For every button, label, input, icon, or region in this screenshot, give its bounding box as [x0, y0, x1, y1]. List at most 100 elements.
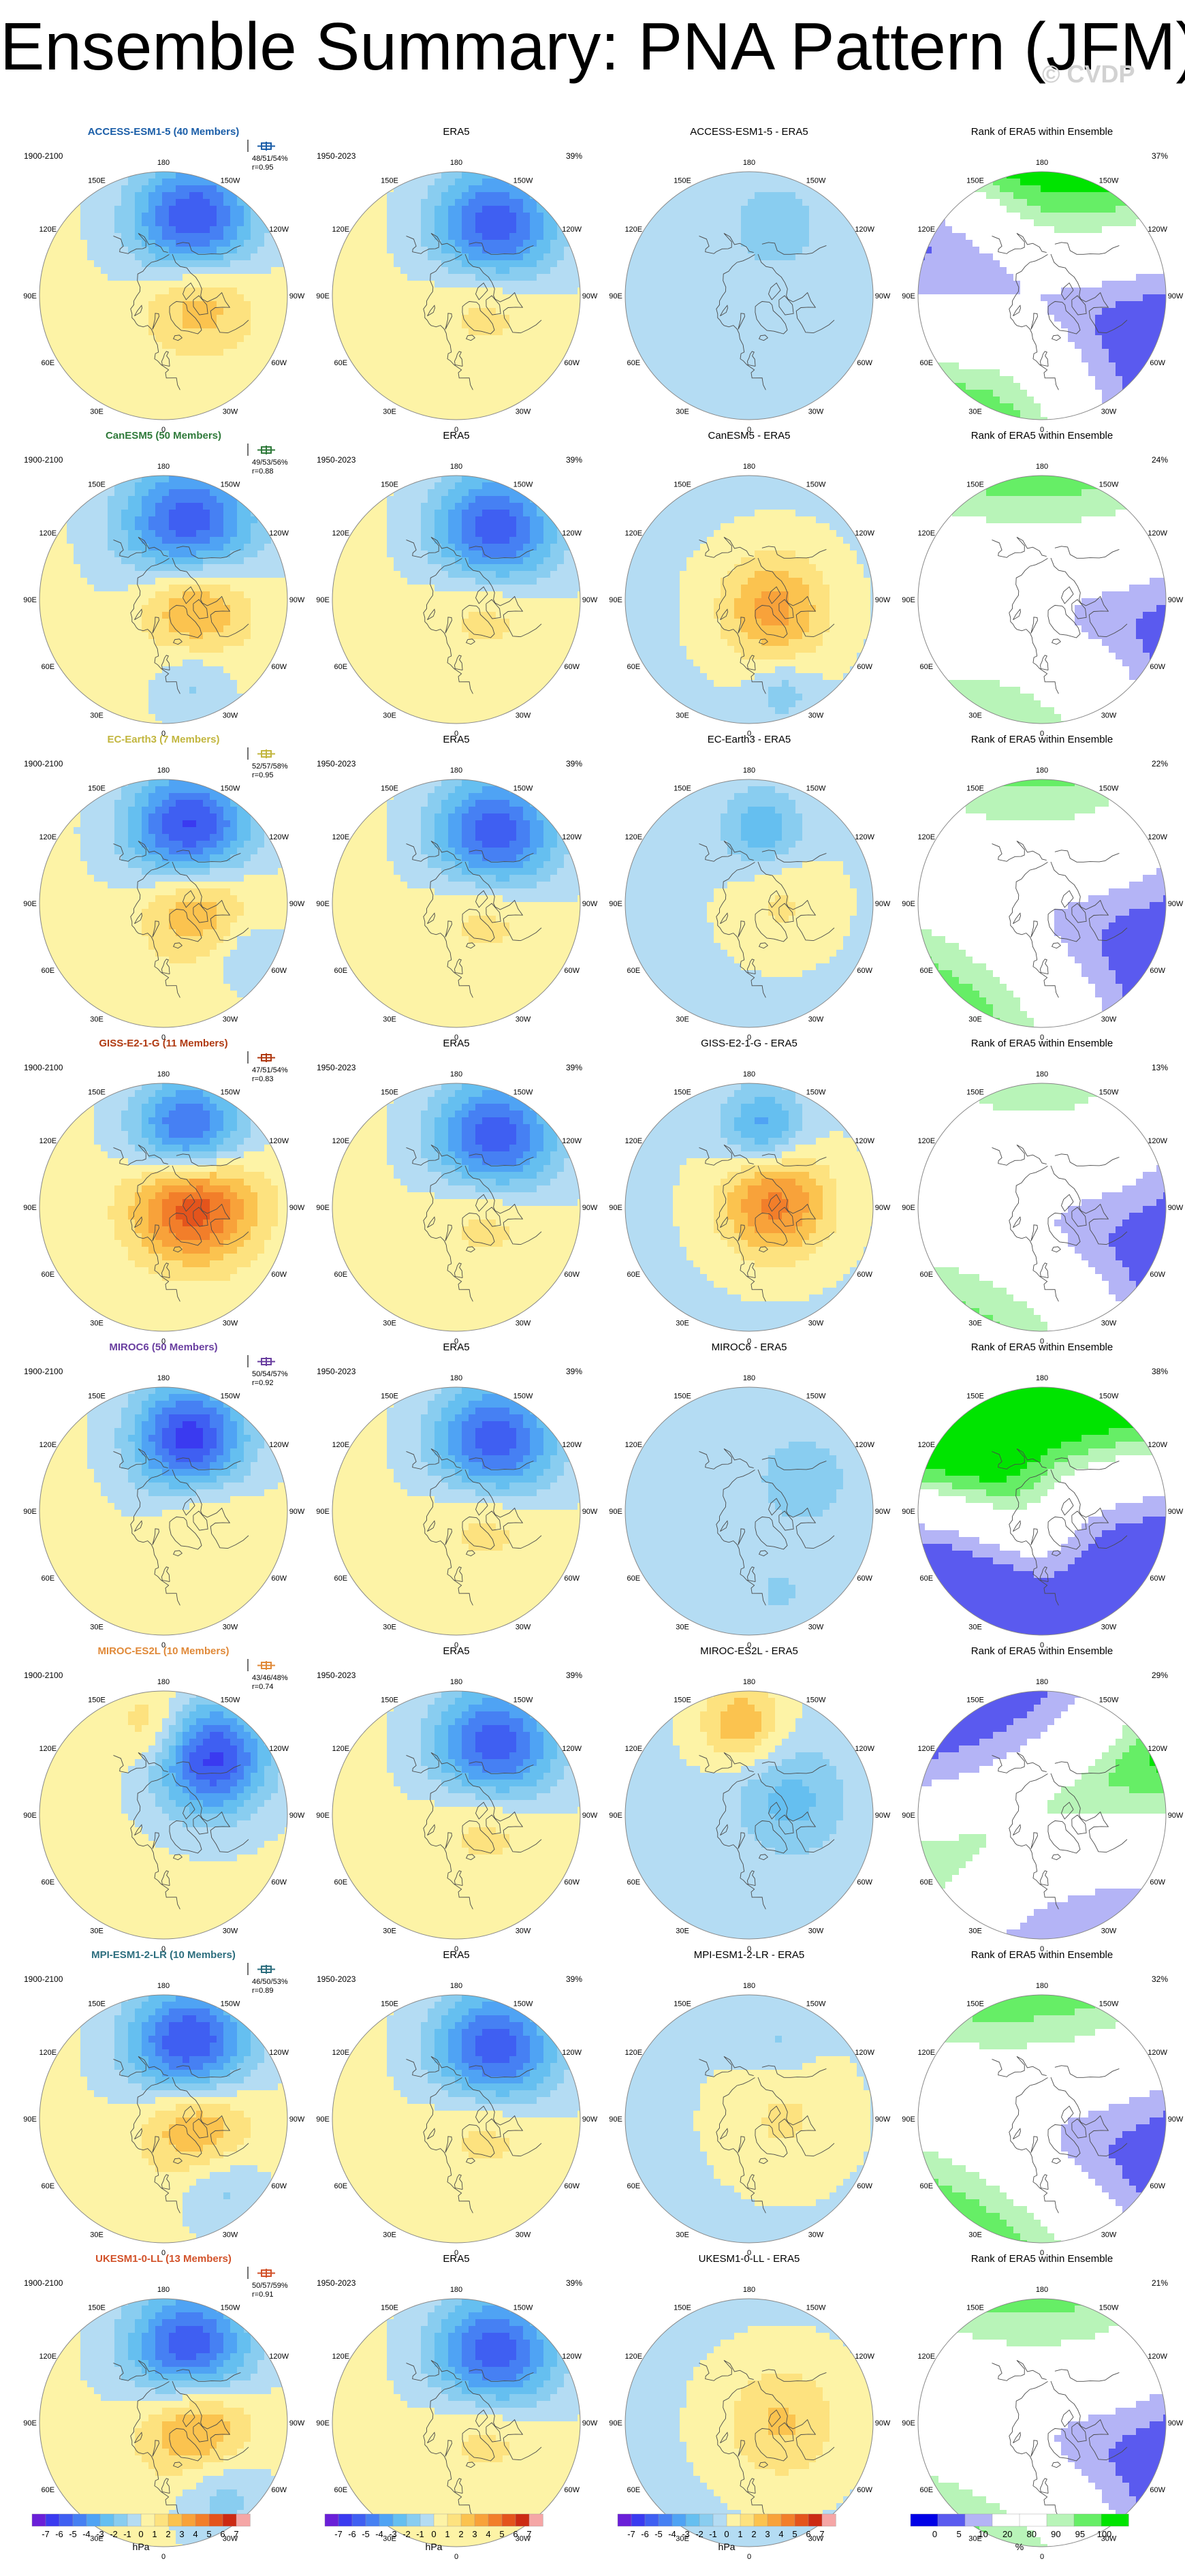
lon-label: 90W — [1168, 1204, 1184, 1212]
lon-label: 90W — [875, 596, 891, 604]
lon-label: 60W — [1150, 359, 1165, 367]
colorbar-tick: -3 — [96, 2529, 104, 2539]
lon-label: 90E — [609, 292, 622, 300]
lon-label: 180 — [743, 1982, 755, 1990]
lon-label: 60W — [271, 2486, 287, 2494]
lon-label: 120E — [625, 833, 642, 841]
lon-label: 60W — [857, 359, 872, 367]
colorbar-swatch — [352, 2514, 366, 2526]
lon-label: 30W — [1101, 2231, 1117, 2239]
lon-label: 120E — [625, 1745, 642, 1753]
lon-label: 180 — [157, 1982, 170, 1990]
lon-label: 90W — [1168, 2115, 1184, 2124]
lon-label: 90W — [1168, 292, 1184, 300]
lon-label: 120W — [855, 2049, 874, 2057]
lon-label: 30W — [516, 2231, 531, 2239]
lon-label: 60E — [920, 359, 934, 367]
lon-label: 120E — [332, 1441, 349, 1449]
lon-label: 150W — [221, 1696, 240, 1704]
lon-label: 60E — [334, 1574, 348, 1583]
lon-label: 180 — [450, 1982, 462, 1990]
lon-label: 180 — [1036, 159, 1048, 167]
lon-label: 30E — [90, 1016, 104, 1024]
colorbar-tick: 1 — [445, 2529, 449, 2539]
colorbar-swatch — [1020, 2514, 1047, 2526]
lon-label: 120E — [625, 2049, 642, 2057]
lon-label: 30E — [968, 712, 982, 720]
lon-label: 120E — [917, 2353, 935, 2361]
colorbar-tick: -2 — [695, 2529, 704, 2539]
lon-label: 90E — [902, 292, 915, 300]
lon-label: 60E — [627, 1574, 641, 1583]
lon-label: 60E — [627, 1271, 641, 1279]
lon-label: 30W — [1101, 1016, 1117, 1024]
lon-label: 60W — [564, 967, 580, 975]
colorbar-swatch — [911, 2514, 938, 2526]
colorbar-swatch — [325, 2514, 338, 2526]
lon-label: 180 — [1036, 1678, 1048, 1686]
lon-label: 60E — [334, 2182, 348, 2190]
lon-label: 120W — [1148, 1441, 1167, 1449]
lon-label: 90W — [582, 1508, 598, 1516]
lon-label: 150W — [221, 784, 240, 792]
colorbar-tick: -3 — [682, 2529, 690, 2539]
lon-label: 180 — [450, 1374, 462, 1382]
lon-label: 180 — [450, 766, 462, 775]
colorbar-tick: -6 — [641, 2529, 649, 2539]
lon-label: 120W — [269, 1137, 289, 1145]
lon-label: 180 — [743, 1374, 755, 1382]
lon-label: 60E — [334, 967, 348, 975]
colorbar-swatch — [754, 2514, 768, 2526]
colorbar-swatch — [529, 2514, 543, 2526]
lon-label: 150W — [806, 2000, 826, 2008]
lon-label: 90E — [23, 1204, 37, 1212]
lon-label: 120W — [562, 226, 582, 234]
lon-label: 120E — [625, 1137, 642, 1145]
colorbar-swatch — [86, 2514, 100, 2526]
lon-label: 60E — [42, 1574, 55, 1583]
lon-label: 150E — [88, 1392, 106, 1400]
colorbar-swatch — [209, 2514, 223, 2526]
lon-label: 180 — [450, 463, 462, 471]
lon-label: 120W — [1148, 529, 1167, 538]
colorbar-swatch — [740, 2514, 754, 2526]
lon-label: 30E — [383, 1320, 396, 1328]
lon-label: 60E — [334, 1878, 348, 1887]
colorbar-tick: 4 — [193, 2529, 198, 2539]
lon-label: 150W — [514, 2000, 533, 2008]
lon-label: 90E — [316, 596, 330, 604]
lon-label: 150W — [806, 1392, 826, 1400]
lon-label: 120E — [332, 529, 349, 538]
colorbar-swatch — [1047, 2514, 1074, 2526]
lon-label: 120E — [917, 529, 935, 538]
colorbar-swatch — [488, 2514, 502, 2526]
lon-label: 150W — [221, 176, 240, 185]
lon-label: 90E — [316, 292, 330, 300]
colorbar-swatch — [100, 2514, 114, 2526]
lon-label: 60E — [920, 663, 934, 671]
lon-label: 90W — [289, 1812, 305, 1820]
lon-label: 30E — [90, 1624, 104, 1632]
lon-label: 60W — [857, 1271, 872, 1279]
lon-label: 150W — [514, 1696, 533, 1704]
lon-label: 180 — [1036, 1070, 1048, 1078]
lon-label: 120E — [39, 1137, 57, 1145]
lon-label: 90E — [316, 1812, 330, 1820]
lon-label: 150W — [221, 480, 240, 488]
colorbar-swatch — [366, 2514, 379, 2526]
lon-label: 30E — [968, 1016, 982, 1024]
colorbar-swatch — [73, 2514, 86, 2526]
lon-label: 120W — [1148, 833, 1167, 841]
lon-label: 150E — [674, 1392, 691, 1400]
colorbar-tick: -3 — [389, 2529, 397, 2539]
lon-label: 60W — [564, 2486, 580, 2494]
